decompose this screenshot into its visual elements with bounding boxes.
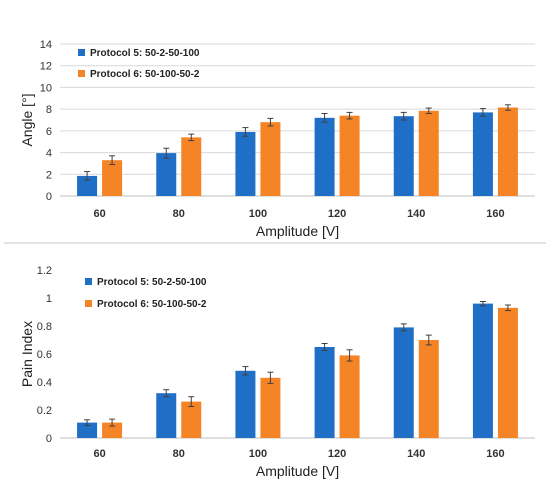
bar — [102, 160, 123, 196]
legend-swatch — [85, 300, 92, 307]
y-tick-label: 0.8 — [37, 321, 52, 333]
y-tick-label: 14 — [40, 39, 52, 51]
legend-label: Protocol 5: 50-2-50-100 — [97, 277, 207, 288]
y-tick-label: 0 — [46, 433, 52, 445]
bar — [77, 175, 98, 196]
legend-label: Protocol 6: 50-100-50-2 — [97, 299, 207, 310]
y-tick-label: 0.2 — [37, 405, 52, 417]
legend-swatch — [78, 70, 85, 77]
bar — [102, 422, 123, 438]
x-tick-label: 140 — [407, 208, 425, 220]
bar — [393, 327, 414, 438]
y-axis-title: Angle [°] — [19, 93, 35, 146]
pain-index-chart: 0 0.2 0.4 0.6 0.8 1 1.2 60 80 100 120 140 160 Amplitu… — [19, 265, 535, 479]
bar — [393, 116, 414, 196]
bar — [260, 377, 281, 438]
x-tick-label: 160 — [486, 448, 504, 460]
bar — [314, 347, 335, 438]
bar — [339, 355, 360, 438]
legend-label: Protocol 6: 50-100-50-2 — [90, 69, 200, 80]
y-tick-label: 1.2 — [37, 265, 52, 277]
x-tick-label: 140 — [407, 448, 425, 460]
y-tick-label: 0 — [46, 191, 52, 203]
y-tick-label: 8 — [46, 104, 52, 116]
x-tick-label: 120 — [328, 208, 346, 220]
y-tick-label: 1 — [46, 293, 52, 305]
x-tick-label: 60 — [93, 208, 105, 220]
x-tick-label: 100 — [249, 448, 267, 460]
legend-swatch — [85, 278, 92, 285]
y-tick-label: 4 — [46, 148, 52, 160]
y-tick-label: 12 — [40, 61, 52, 73]
x-tick-label: 100 — [249, 208, 267, 220]
bar — [497, 307, 518, 438]
bar — [235, 370, 256, 438]
x-axis-title: Amplitude [V] — [256, 223, 339, 239]
bar — [472, 112, 493, 196]
x-tick-label: 160 — [486, 208, 504, 220]
bar — [418, 110, 439, 196]
legend-label: Protocol 5: 50-2-50-100 — [90, 48, 200, 59]
y-tick-label: 10 — [40, 82, 52, 94]
bar — [156, 393, 177, 438]
bar — [418, 340, 439, 438]
bar — [77, 422, 98, 438]
bar — [339, 115, 360, 196]
bar — [472, 303, 493, 438]
x-tick-label: 80 — [173, 208, 185, 220]
bar — [314, 117, 335, 196]
bar — [235, 131, 256, 196]
x-tick-label: 60 — [93, 448, 105, 460]
y-tick-label: 0.4 — [37, 377, 52, 389]
x-tick-label: 80 — [173, 448, 185, 460]
x-tick-label: 120 — [328, 448, 346, 460]
y-tick-label: 0.6 — [37, 349, 52, 361]
y-tick-label: 6 — [46, 126, 52, 138]
bar — [156, 153, 177, 196]
legend-swatch — [78, 49, 85, 56]
bar — [181, 401, 202, 438]
bar — [497, 107, 518, 196]
y-axis-title: Pain Index — [19, 321, 35, 387]
bar — [260, 122, 281, 196]
x-axis-title: Amplitude [V] — [256, 463, 339, 479]
bar — [181, 137, 202, 196]
y-tick-label: 2 — [46, 169, 52, 181]
angle-chart: 0 2 4 6 8 10 12 14 60 80 100 120 140 160 Amplitude [V]… — [19, 39, 535, 239]
